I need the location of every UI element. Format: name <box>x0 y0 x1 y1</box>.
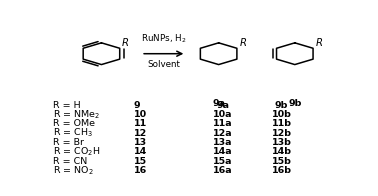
Text: RuNPs, H$_2$: RuNPs, H$_2$ <box>141 33 186 45</box>
Text: 10b: 10b <box>272 110 291 119</box>
Text: R = H: R = H <box>53 101 81 110</box>
Text: Solvent: Solvent <box>147 60 180 69</box>
Text: 9a: 9a <box>217 101 229 110</box>
Text: R = NO$_2$: R = NO$_2$ <box>53 164 94 177</box>
Text: 14: 14 <box>134 147 147 156</box>
Text: 16: 16 <box>134 166 147 175</box>
FancyArrowPatch shape <box>144 51 182 56</box>
Text: 13: 13 <box>134 138 147 147</box>
Text: 16b: 16b <box>272 166 291 175</box>
Text: 12: 12 <box>134 129 147 138</box>
Text: R = CO$_2$H: R = CO$_2$H <box>53 146 101 158</box>
Text: 11: 11 <box>134 119 147 128</box>
Text: R: R <box>122 37 129 47</box>
Text: 13a: 13a <box>213 138 233 147</box>
Text: 9b: 9b <box>275 101 288 110</box>
Text: R: R <box>239 37 246 47</box>
Text: 14b: 14b <box>272 147 291 156</box>
Text: R = OMe: R = OMe <box>53 119 95 128</box>
Text: R: R <box>315 37 322 47</box>
Text: R = NMe$_2$: R = NMe$_2$ <box>53 108 101 121</box>
Text: 9b: 9b <box>288 99 302 108</box>
Text: 10a: 10a <box>213 110 233 119</box>
Text: R = CH$_3$: R = CH$_3$ <box>53 127 93 139</box>
Text: 16a: 16a <box>213 166 233 175</box>
Text: 15a: 15a <box>213 157 233 166</box>
Text: 10: 10 <box>134 110 147 119</box>
Text: 15b: 15b <box>272 157 291 166</box>
Text: 9: 9 <box>134 101 140 110</box>
Text: R = Br: R = Br <box>53 138 84 147</box>
Text: 14a: 14a <box>213 147 233 156</box>
Text: 13b: 13b <box>272 138 291 147</box>
Text: 9a: 9a <box>212 99 225 108</box>
Text: 11b: 11b <box>272 119 291 128</box>
Text: 11a: 11a <box>213 119 233 128</box>
Text: 12a: 12a <box>213 129 233 138</box>
Text: R = CN: R = CN <box>53 157 87 166</box>
Text: 15: 15 <box>134 157 147 166</box>
Text: 12b: 12b <box>272 129 291 138</box>
